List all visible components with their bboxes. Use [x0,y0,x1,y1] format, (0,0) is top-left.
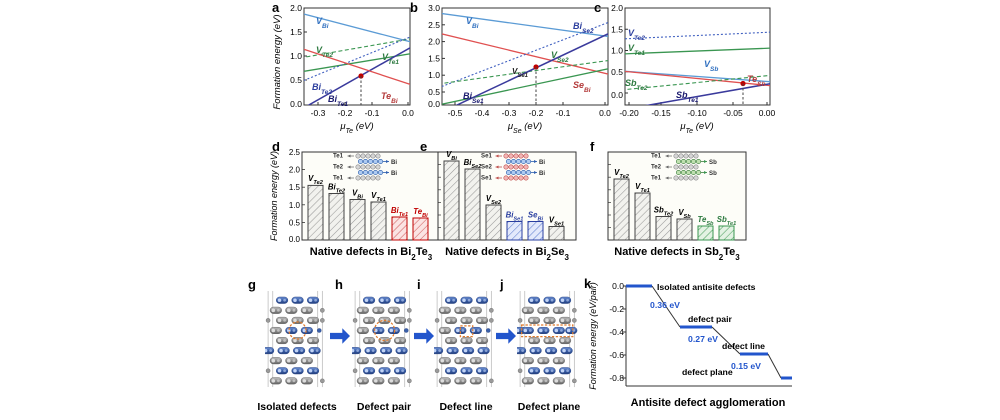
svg-text:Formation energy (eV): Formation energy (eV) [272,14,283,109]
svg-text:VTe2: VTe2 [628,28,645,42]
svg-text:1.0: 1.0 [289,201,301,210]
svg-text:1.0: 1.0 [290,51,302,61]
svg-text:-0.4: -0.4 [609,327,624,337]
svg-text:0.5: 0.5 [428,87,440,97]
svg-text:Native defects in Bi2Se3: Native defects in Bi2Se3 [445,246,569,262]
svg-text:2.5: 2.5 [428,20,440,30]
svg-text:1.0: 1.0 [428,70,440,80]
svg-text:-0.05: -0.05 [723,108,743,118]
svg-text:c: c [594,2,601,15]
svg-text:0.36 eV: 0.36 eV [650,300,680,310]
svg-text:Sb: Sb [709,170,717,177]
svg-text:μTe (eV): μTe (eV) [679,121,713,135]
svg-text:e: e [420,142,427,154]
svg-text:defect pair: defect pair [688,314,733,324]
svg-text:1.0: 1.0 [611,46,623,56]
svg-text:0.5: 0.5 [290,75,302,85]
svg-text:Te1: Te1 [651,175,662,182]
svg-text:-0.5: -0.5 [448,108,463,118]
svg-text:-0.1: -0.1 [556,108,571,118]
svg-text:1.5: 1.5 [289,183,301,192]
svg-text:Te1: Te1 [333,175,344,182]
svg-text:SbTe1: SbTe1 [676,90,699,104]
svg-text:Antisite defect agglomeration: Antisite defect agglomeration [631,397,786,409]
svg-text:VTe1: VTe1 [628,43,645,57]
svg-text:0.15 eV: 0.15 eV [731,361,761,371]
svg-text:defect line: defect line [722,341,765,351]
svg-text:-0.3: -0.3 [502,108,517,118]
svg-text:-0.8: -0.8 [609,373,624,383]
svg-text:Bi: Bi [539,170,545,177]
svg-text:-0.20: -0.20 [619,108,639,118]
svg-text:Bi: Bi [391,159,397,166]
svg-text:0.5: 0.5 [611,67,623,77]
svg-text:2.0: 2.0 [290,3,302,13]
svg-text:-0.10: -0.10 [687,108,707,118]
svg-text:2.0: 2.0 [289,166,301,175]
svg-text:f: f [590,142,595,154]
svg-text:1.5: 1.5 [611,24,623,34]
svg-text:0.0: 0.0 [289,235,301,244]
svg-text:0.5: 0.5 [289,218,301,227]
svg-text:defect plane: defect plane [682,367,733,377]
svg-text:Te2: Te2 [333,164,344,171]
svg-text:-0.15: -0.15 [651,108,671,118]
svg-text:-0.6: -0.6 [609,350,624,360]
svg-text:0.0: 0.0 [612,281,624,291]
svg-text:Isolated antisite defects: Isolated antisite defects [657,282,756,292]
svg-text:VTe1: VTe1 [382,52,399,66]
svg-text:2.0: 2.0 [611,3,623,13]
svg-text:0.0: 0.0 [290,99,302,109]
svg-text:-0.2: -0.2 [529,108,544,118]
svg-text:-0.1: -0.1 [365,108,380,118]
svg-text:Sb: Sb [709,159,717,166]
svg-text:b: b [410,2,418,15]
svg-text:Se1: Se1 [481,175,492,182]
svg-text:0.00: 0.00 [759,108,776,118]
svg-text:3.0: 3.0 [428,3,440,13]
svg-text:-0.4: -0.4 [475,108,490,118]
svg-text:VSb: VSb [704,59,718,73]
svg-text:0.0: 0.0 [611,90,623,100]
svg-text:-0.2: -0.2 [609,304,624,314]
svg-text:Bi: Bi [539,159,545,166]
svg-text:Bi: Bi [391,170,397,177]
svg-text:-0.2: -0.2 [338,108,353,118]
svg-text:Formation energy (eV/pair): Formation energy (eV/pair) [588,282,598,390]
svg-text:Native defects in Bi2Te3: Native defects in Bi2Te3 [310,246,433,262]
svg-text:Te1: Te1 [333,153,344,160]
svg-text:Te2: Te2 [651,164,662,171]
svg-text:SeBi: SeBi [573,80,591,94]
svg-text:1.5: 1.5 [428,53,440,63]
svg-text:2.5: 2.5 [289,148,301,157]
svg-text:0.0: 0.0 [428,99,440,109]
svg-text:μSe (eV): μSe (eV) [507,121,542,135]
svg-text:Native defects in Sb2Te3: Native defects in Sb2Te3 [614,246,740,262]
svg-text:VTe2: VTe2 [316,45,333,59]
svg-text:Se1: Se1 [481,153,492,160]
svg-text:VBi: VBi [316,16,329,30]
svg-text:Se2: Se2 [481,164,492,171]
svg-text:0.27 eV: 0.27 eV [688,334,718,344]
svg-text:TeBi: TeBi [381,91,398,105]
svg-text:2.0: 2.0 [428,37,440,47]
svg-text:1.5: 1.5 [290,27,302,37]
svg-text:μTe (eV): μTe (eV) [339,121,373,135]
svg-text:Formation energy (eV): Formation energy (eV) [270,151,279,241]
svg-text:Te1: Te1 [651,153,662,160]
svg-text:a: a [272,2,280,15]
svg-text:TeSb: TeSb [747,74,766,88]
svg-text:-0.3: -0.3 [311,108,326,118]
